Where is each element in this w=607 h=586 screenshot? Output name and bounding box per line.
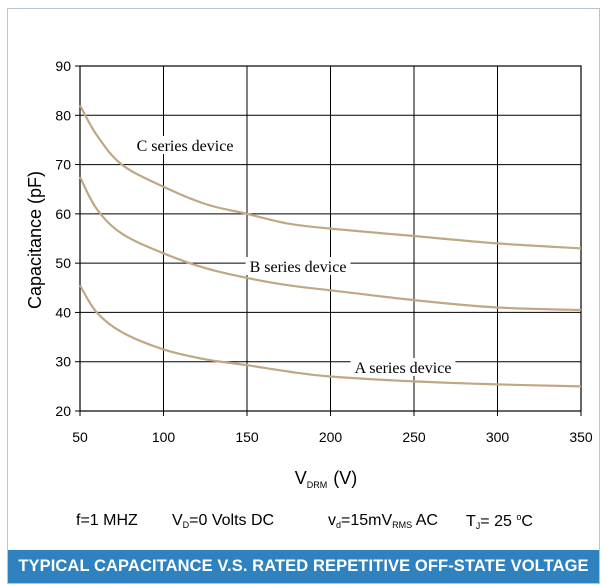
grid-layer xyxy=(75,65,582,416)
y-tick-label: 90 xyxy=(55,58,71,74)
x-axis-title: VDRM (V) xyxy=(295,468,358,490)
curve-layer xyxy=(79,104,582,388)
series-label: B series device xyxy=(250,259,347,276)
y-tick-label: 20 xyxy=(55,403,71,419)
x-tick-label: 350 xyxy=(569,429,593,445)
y-tick-label: 30 xyxy=(55,354,71,370)
frequency-condition: f=1 MHZ xyxy=(76,512,138,529)
series-line xyxy=(79,284,582,388)
series-label-background xyxy=(132,136,238,154)
y-tick-label: 70 xyxy=(55,157,71,173)
y-tick-label: 80 xyxy=(55,107,71,123)
tj-condition: TJ= 25 oC xyxy=(466,512,533,531)
x-tick-label: 50 xyxy=(72,429,88,445)
series-label-background xyxy=(350,358,456,376)
vsmall-condition: vd=15mVRMS AC xyxy=(328,512,438,530)
y-tick-label: 40 xyxy=(55,304,71,320)
x-tick-label: 100 xyxy=(152,429,176,445)
test-conditions: f=1 MHZ VD=0 Volts DC vd=15mVRMS AC TJ= … xyxy=(76,512,596,536)
series-line xyxy=(79,176,582,312)
series-line xyxy=(79,104,582,250)
x-tick-label: 150 xyxy=(235,429,259,445)
series-label-background xyxy=(245,257,351,275)
x-tick-label: 200 xyxy=(319,429,343,445)
y-axis-title: Capacitance (pF) xyxy=(25,171,45,309)
series-label: A series device xyxy=(355,360,452,377)
figure-caption-text: TYPICAL CAPACITANCE V.S. RATED REPETITIV… xyxy=(18,557,589,575)
y-tick-label: 50 xyxy=(55,255,71,271)
series-label-layer: A series device B series device C series d… xyxy=(132,136,456,377)
series-label: C series device xyxy=(137,138,234,155)
y-tick-label: 60 xyxy=(55,206,71,222)
tick-label-layer: 50 100 150 200 250 300 350 20 30 40 50 60 70 80 90 xyxy=(55,58,592,445)
figure-frame xyxy=(7,8,600,584)
vd-condition: VD=0 Volts DC xyxy=(172,512,275,530)
x-tick-label: 300 xyxy=(486,429,510,445)
x-tick-label: 250 xyxy=(402,429,426,445)
figure-caption-bar: TYPICAL CAPACITANCE V.S. RATED REPETITIV… xyxy=(8,550,599,583)
